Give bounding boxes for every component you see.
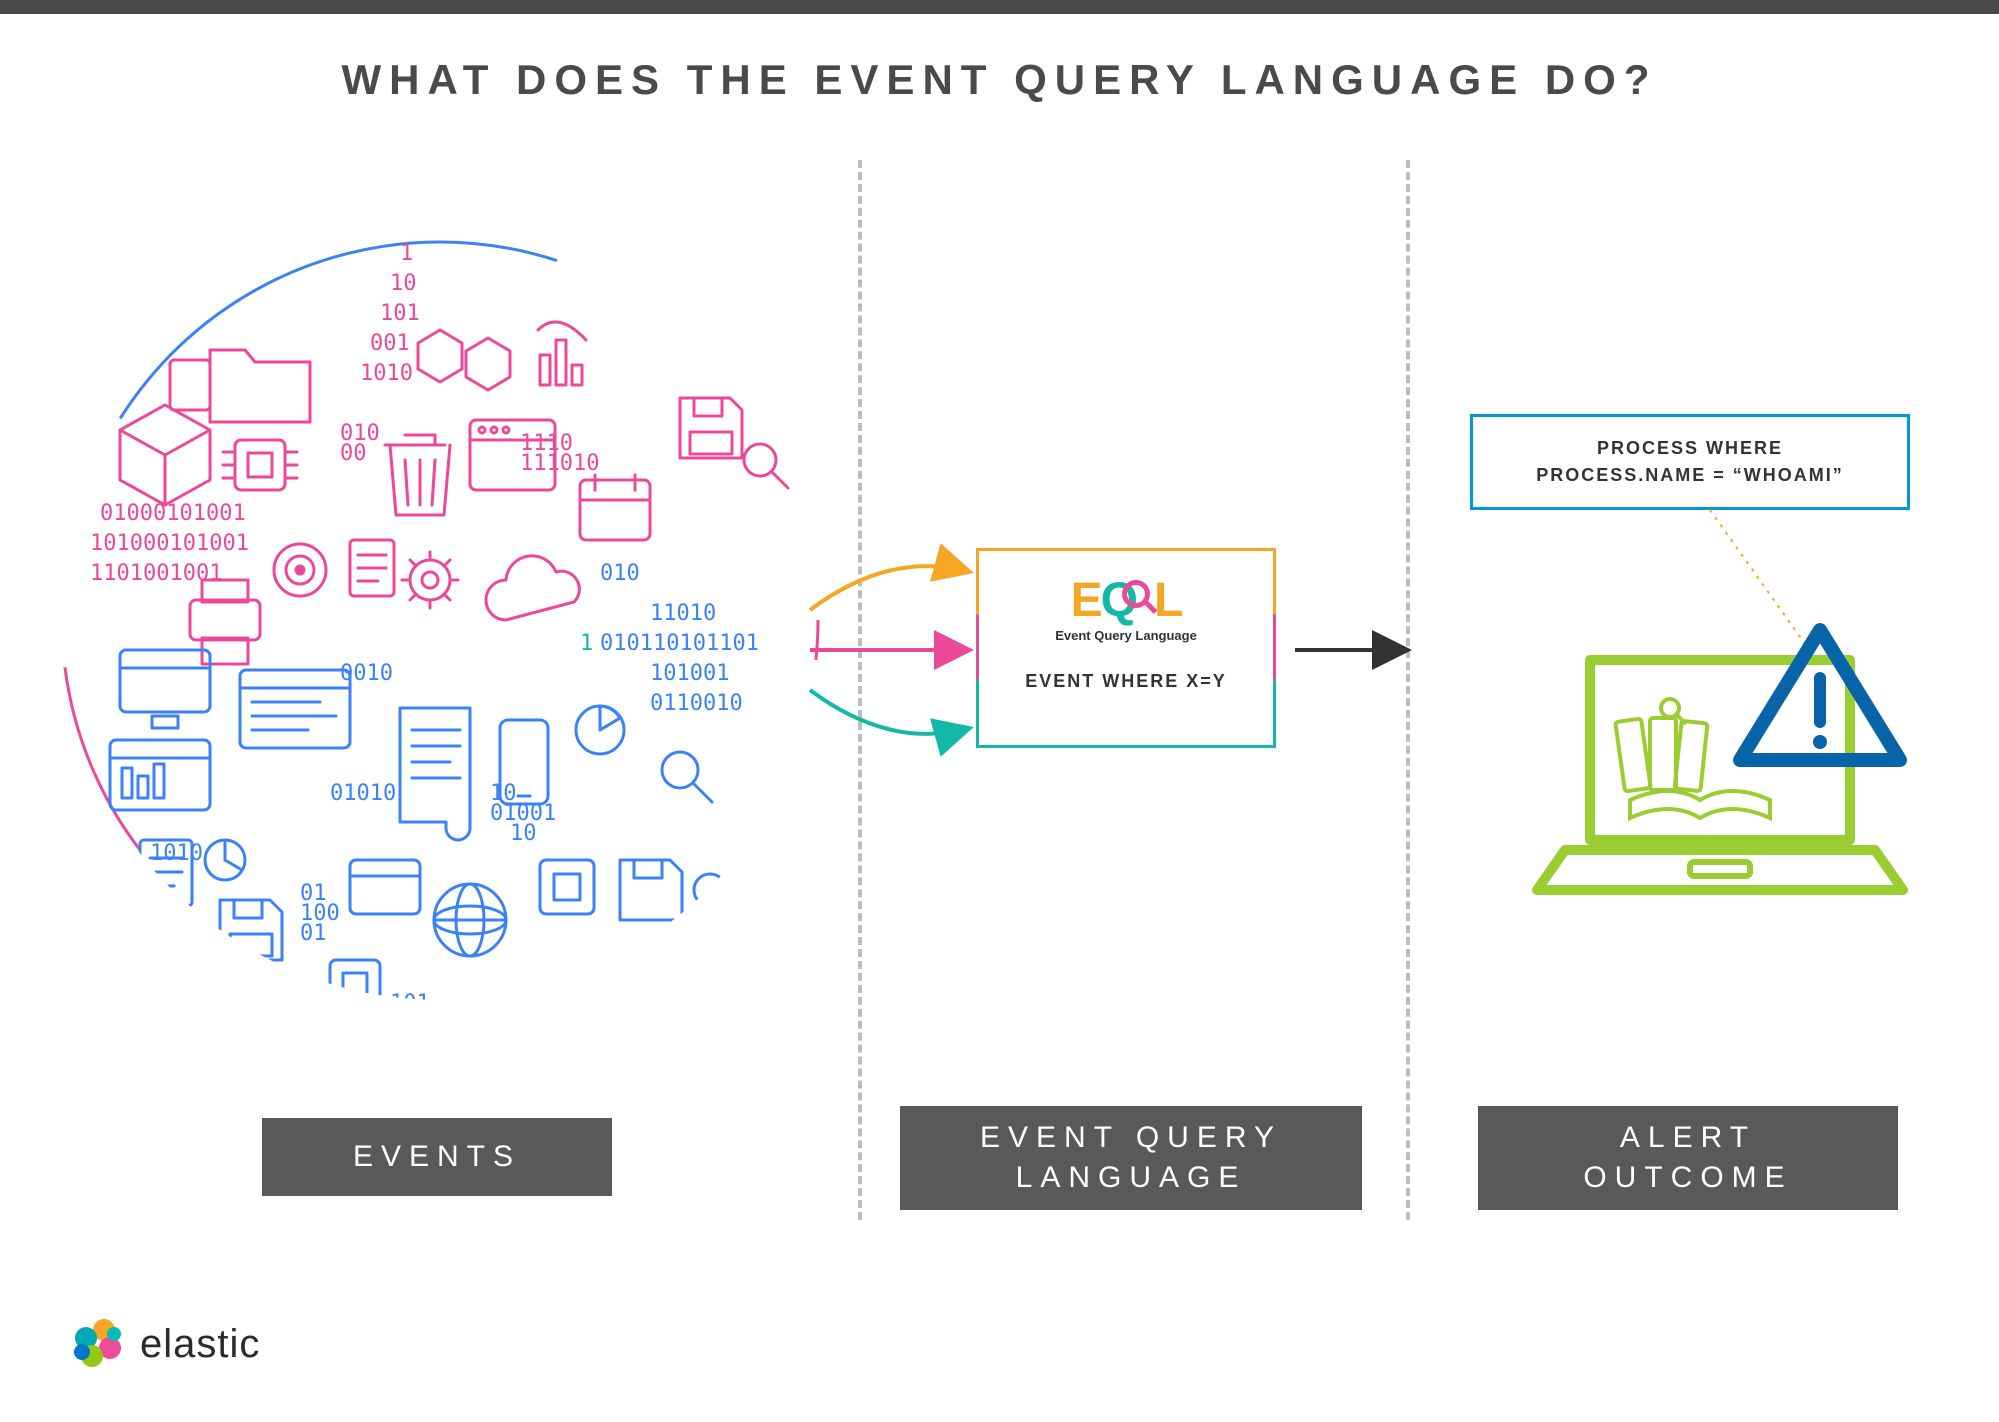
- eql-subtitle: Event Query Language: [979, 628, 1273, 643]
- arrow-out: [1290, 630, 1420, 670]
- alert-label-text: ALERT OUTCOME: [1583, 1118, 1792, 1199]
- alert-label: ALERT OUTCOME: [1478, 1106, 1898, 1210]
- svg-text:00: 00: [340, 441, 367, 466]
- eql-query-text: EVENT WHERE X=Y: [979, 671, 1273, 692]
- svg-text:01000101001: 01000101001: [100, 501, 246, 526]
- alert-illustration: [1520, 600, 1940, 920]
- svg-text:101: 101: [380, 301, 420, 326]
- svg-text:11010: 11010: [650, 601, 716, 626]
- arrows-in: [800, 500, 990, 800]
- events-label-text: EVENTS: [353, 1137, 521, 1178]
- eql-label-text: EVENT QUERY LANGUAGE: [980, 1118, 1282, 1199]
- svg-text:101: 101: [390, 991, 430, 1016]
- svg-text:10: 10: [390, 271, 417, 296]
- eql-logo: EQL: [979, 573, 1273, 628]
- svg-text:1: 1: [410, 1039, 423, 1064]
- elastic-logo-icon: [70, 1316, 126, 1372]
- svg-text:01: 01: [300, 921, 327, 946]
- svg-text:10: 10: [510, 821, 537, 846]
- svg-text:010: 010: [600, 561, 640, 586]
- svg-text:1: 1: [580, 631, 593, 656]
- svg-text:10: 10: [400, 1016, 427, 1041]
- divider-2: [1406, 160, 1410, 1220]
- svg-text:101001: 101001: [650, 661, 729, 686]
- svg-text:010110101101: 010110101101: [600, 631, 759, 656]
- svg-text:001: 001: [370, 331, 410, 356]
- svg-text:1: 1: [400, 241, 413, 266]
- brand-text: elastic: [140, 1322, 260, 1367]
- eql-label: EVENT QUERY LANGUAGE: [900, 1106, 1362, 1210]
- alert-text-line1: PROCESS WHERE: [1495, 435, 1885, 462]
- svg-text:01010: 01010: [330, 781, 396, 806]
- alert-text-line2: PROCESS.NAME = “WHOAMI”: [1495, 462, 1885, 489]
- page-title: WHAT DOES THE EVENT QUERY LANGUAGE DO?: [0, 56, 1999, 104]
- brand: elastic: [70, 1316, 260, 1372]
- svg-text:1010: 1010: [360, 361, 413, 386]
- top-bar: [0, 0, 1999, 14]
- svg-text:111010: 111010: [520, 451, 599, 476]
- events-label: EVENTS: [262, 1118, 612, 1196]
- events-circle-illustration: 1 10 101 001 1010 01000101001 1010001010…: [40, 160, 840, 1080]
- svg-text:0110010: 0110010: [650, 691, 743, 716]
- alert-query-box: PROCESS WHERE PROCESS.NAME = “WHOAMI”: [1470, 414, 1910, 510]
- events-panel: 1 10 101 001 1010 01000101001 1010001010…: [40, 160, 840, 1080]
- eql-box: EQL Event Query Language EVENT WHERE X=Y: [976, 548, 1276, 748]
- svg-text:1010: 1010: [150, 841, 203, 866]
- svg-text:101000101001: 101000101001: [90, 531, 249, 556]
